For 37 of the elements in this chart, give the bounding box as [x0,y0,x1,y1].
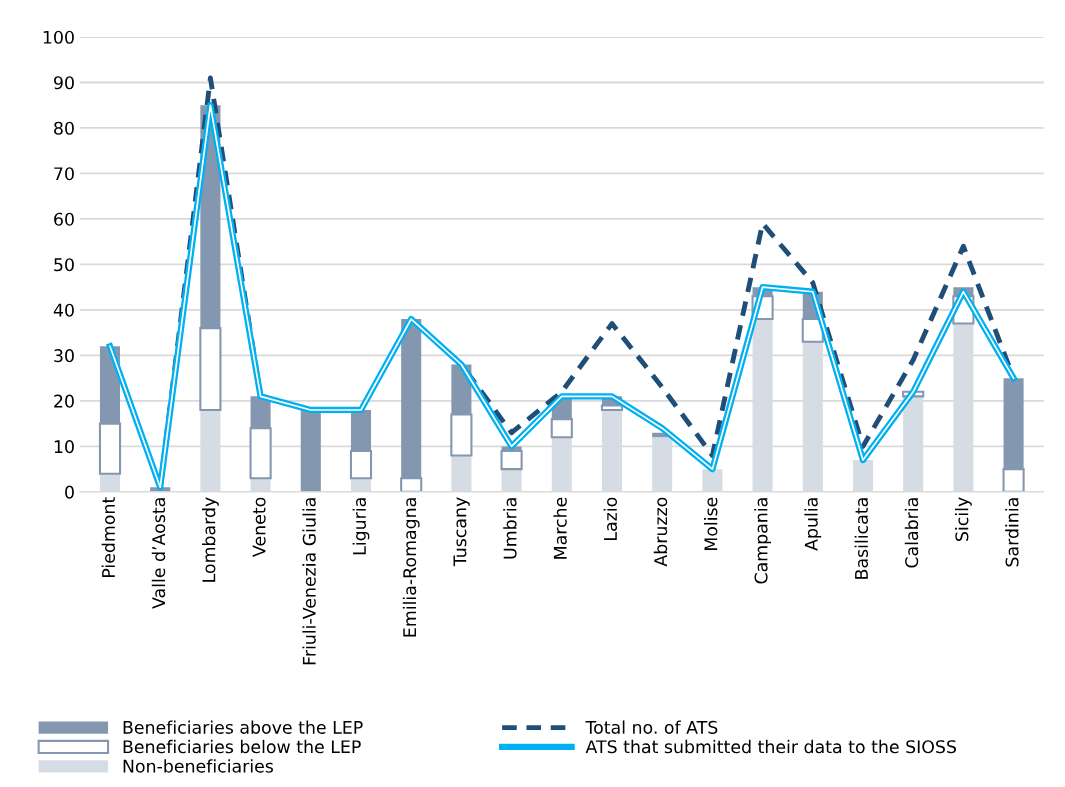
x-tick-label: Marche [553,497,567,559]
y-tick-label: 80 [54,121,74,135]
x-tick-label: Basilicata [854,498,869,579]
x-tick-label: Lombardy [201,497,219,582]
x-tick-label: Piedmont [101,497,116,577]
x-tick-label: Campania [754,498,771,584]
x-tick-label: Valle d’Aosta [151,498,166,609]
legend-label: ATS that submitted their data to the SIOSS [585,739,957,754]
x-tick-label: Emilia-Romagna [402,498,420,637]
legend-label: Total no. of ATS [585,720,718,734]
x-tick-label: Apulia [804,498,822,551]
bar [300,410,321,492]
x-tick-label: Molise [703,497,718,551]
x-tick-label: Liguria [352,498,370,555]
x-tick-label: Sicily [954,497,972,541]
y-tick-label: 20 [54,394,74,408]
x-tick-label: Sardinia [1005,498,1019,567]
y-tick-label: 90 [54,76,74,90]
x-tick-label: Calabria [904,498,919,568]
x-tick-label: Friuli-Venezia Giulia [302,498,316,665]
x-tick-label: Veneto [252,497,266,557]
y-tick-label: 60 [54,212,74,226]
bar [500,449,523,471]
x-tick-label: Abruzzo [653,497,668,567]
y-tick-label: 30 [54,349,74,363]
x-tick-label: Lazio [603,497,618,540]
y-tick-label: 40 [53,303,74,317]
x-tick-label: Umbria [503,498,517,559]
legend-label: Beneficiaries above the LEP [123,720,363,734]
y-tick-label: 100 [43,30,74,44]
y-tick-label: 70 [54,167,74,181]
legend-label: Beneficiaries below the LEP [123,739,361,754]
y-tick-label: 0 [65,485,74,499]
legend-label: Non-beneficiaries [123,759,274,773]
y-tick-label: 10 [54,440,74,454]
x-tick-label: Tuscany [453,497,470,567]
y-tick-label: 50 [54,258,74,272]
